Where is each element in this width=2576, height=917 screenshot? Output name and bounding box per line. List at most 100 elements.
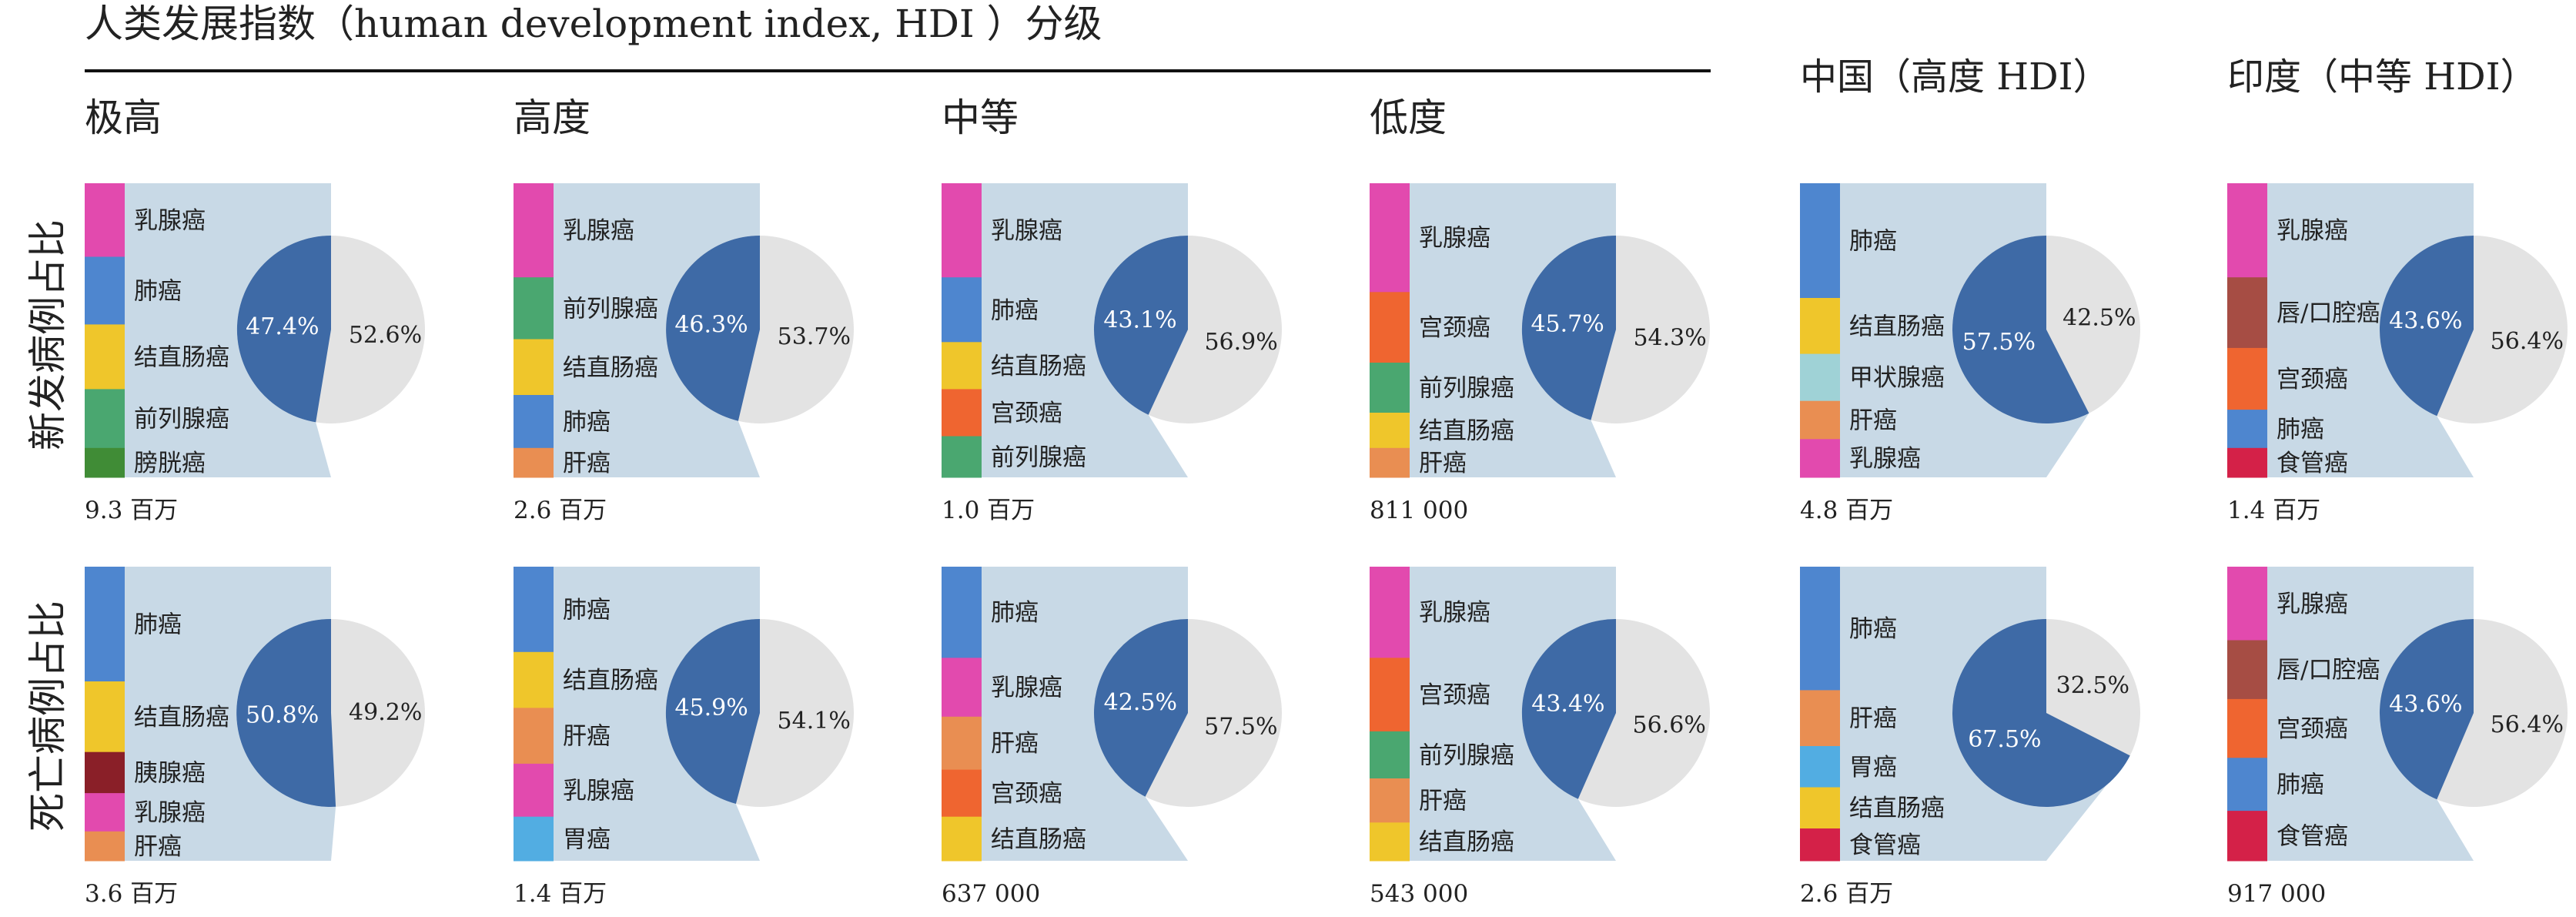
bar-segment xyxy=(514,395,554,449)
bar-segment xyxy=(1800,298,1840,355)
pie-label-highlight: 50.8% xyxy=(246,702,319,729)
bar-segment xyxy=(85,256,125,325)
pie-label-other: 56.4% xyxy=(2491,328,2564,355)
pie-label-highlight: 67.5% xyxy=(1968,726,2041,753)
cancer-label: 乳腺癌 xyxy=(2277,591,2348,618)
bar-segment xyxy=(942,389,982,437)
panel-total: 811 000 xyxy=(1370,497,1469,524)
cancer-label: 结直肠癌 xyxy=(1419,417,1514,445)
cancer-label: 胃癌 xyxy=(563,825,611,853)
panel-total: 1.4 百万 xyxy=(514,880,607,908)
title-rule xyxy=(85,69,1711,72)
cancer-label: 前列腺癌 xyxy=(563,295,658,323)
bar-segment xyxy=(85,793,125,832)
panel-total: 637 000 xyxy=(942,880,1041,908)
bar-segment xyxy=(1370,183,1410,293)
bar-segment xyxy=(1800,183,1840,299)
bar-segment xyxy=(1800,353,1840,402)
cancer-label: 乳腺癌 xyxy=(134,207,206,235)
cancer-label: 肺癌 xyxy=(563,596,611,624)
bar-segment xyxy=(1370,731,1410,779)
pie-label-highlight: 45.7% xyxy=(1531,311,1604,338)
bar-segment xyxy=(514,183,554,278)
connector-band xyxy=(982,183,1188,477)
panel-total: 917 000 xyxy=(2227,880,2327,908)
connector-band xyxy=(982,567,1188,861)
bar-segment xyxy=(514,447,554,478)
bar-segment xyxy=(2227,277,2267,349)
pie-label-highlight: 57.5% xyxy=(1962,329,2036,356)
pie-slice-highlight xyxy=(1521,618,1616,799)
pie-label-other: 32.5% xyxy=(2056,672,2129,699)
bar-segment xyxy=(85,831,125,862)
bar-segment xyxy=(1800,690,1840,747)
connector-band xyxy=(125,183,331,477)
bar-segment xyxy=(2227,410,2267,449)
cancer-label: 乳腺癌 xyxy=(134,799,206,827)
bar-segment xyxy=(942,658,982,718)
connector-band xyxy=(1410,567,1616,861)
pie-slice-highlight xyxy=(1952,236,2089,423)
pie-label-highlight: 43.1% xyxy=(1103,306,1176,333)
bar-segment xyxy=(1370,413,1410,449)
bar-segment xyxy=(1800,567,1840,691)
column-header-medium: 中等 xyxy=(942,95,1019,140)
bar-segment xyxy=(1800,400,1840,440)
cancer-label: 宫颈癌 xyxy=(991,400,1062,427)
cancer-label: 结直肠癌 xyxy=(1419,828,1514,856)
pie-label-other: 53.7% xyxy=(778,323,851,350)
cancer-label: 乳腺癌 xyxy=(563,217,634,245)
cancer-label: 结直肠癌 xyxy=(563,354,658,382)
cancer-label: 前列腺癌 xyxy=(991,443,1086,471)
cancer-label: 前列腺癌 xyxy=(1419,742,1514,770)
pie-label-other: 49.2% xyxy=(349,699,422,726)
cancer-label: 唇/口腔癌 xyxy=(2277,657,2380,684)
bar-segment xyxy=(1800,746,1840,788)
panel-total: 4.8 百万 xyxy=(1800,497,1894,524)
cancer-label: 肺癌 xyxy=(991,296,1039,324)
connector-band xyxy=(2267,183,2474,477)
pie-label-other: 56.6% xyxy=(1633,712,1706,739)
bar-segment xyxy=(1370,778,1410,823)
bar-segment xyxy=(85,751,125,794)
pie-label-other: 52.6% xyxy=(349,322,422,349)
bar-segment xyxy=(942,183,982,278)
bar-segment xyxy=(514,651,554,708)
cancer-label: 结直肠癌 xyxy=(991,353,1086,380)
cancer-label: 膀胱癌 xyxy=(134,450,206,477)
bar-segment xyxy=(1800,787,1840,829)
bar-segment xyxy=(1370,658,1410,732)
panel-total: 1.0 百万 xyxy=(942,497,1035,524)
cancer-label: 肺癌 xyxy=(563,408,611,436)
bar-segment xyxy=(514,339,554,396)
cancer-label: 前列腺癌 xyxy=(1419,375,1514,403)
bar-segment xyxy=(85,389,125,449)
panel-total: 9.3 百万 xyxy=(85,497,179,524)
cancer-label: 宫颈癌 xyxy=(1419,314,1490,342)
cancer-label: 肺癌 xyxy=(134,611,182,639)
cancer-label: 肺癌 xyxy=(134,277,182,305)
cancer-label: 肺癌 xyxy=(2277,416,2324,443)
cancer-label: 肺癌 xyxy=(1849,615,1897,643)
column-header-high: 高度 xyxy=(514,95,590,140)
bar-segment xyxy=(942,567,982,658)
bar-segment xyxy=(514,763,554,818)
connector-band xyxy=(1840,567,2130,861)
pie-label-highlight: 47.4% xyxy=(246,313,319,340)
panel-total: 1.4 百万 xyxy=(2227,497,2321,524)
bar-segment xyxy=(85,324,125,390)
bar-segment xyxy=(942,436,982,478)
pie-label-highlight: 43.6% xyxy=(2389,307,2462,334)
cancer-label: 宫颈癌 xyxy=(2277,366,2348,393)
connector-band xyxy=(2267,567,2474,861)
connector-band xyxy=(554,567,760,861)
